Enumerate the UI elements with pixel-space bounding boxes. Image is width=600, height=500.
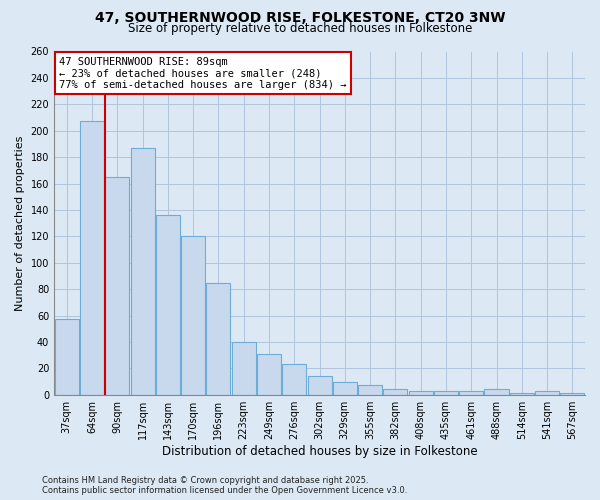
Bar: [206, 282, 230, 395]
Bar: [434, 390, 458, 394]
Bar: [55, 320, 79, 394]
Bar: [459, 390, 483, 394]
Bar: [181, 236, 205, 394]
Bar: [358, 386, 382, 394]
Bar: [80, 122, 104, 394]
Bar: [257, 354, 281, 395]
Bar: [535, 390, 559, 394]
X-axis label: Distribution of detached houses by size in Folkestone: Distribution of detached houses by size …: [162, 444, 478, 458]
Text: 47, SOUTHERNWOOD RISE, FOLKESTONE, CT20 3NW: 47, SOUTHERNWOOD RISE, FOLKESTONE, CT20 …: [95, 12, 505, 26]
Bar: [232, 342, 256, 394]
Y-axis label: Number of detached properties: Number of detached properties: [15, 136, 25, 311]
Bar: [282, 364, 306, 394]
Bar: [131, 148, 155, 394]
Bar: [333, 382, 357, 394]
Bar: [383, 390, 407, 394]
Text: Contains HM Land Registry data © Crown copyright and database right 2025.
Contai: Contains HM Land Registry data © Crown c…: [42, 476, 407, 495]
Text: 47 SOUTHERNWOOD RISE: 89sqm
← 23% of detached houses are smaller (248)
77% of se: 47 SOUTHERNWOOD RISE: 89sqm ← 23% of det…: [59, 56, 347, 90]
Bar: [308, 376, 332, 394]
Bar: [484, 390, 509, 394]
Text: Size of property relative to detached houses in Folkestone: Size of property relative to detached ho…: [128, 22, 472, 35]
Bar: [409, 390, 433, 394]
Bar: [105, 177, 129, 394]
Bar: [156, 215, 180, 394]
